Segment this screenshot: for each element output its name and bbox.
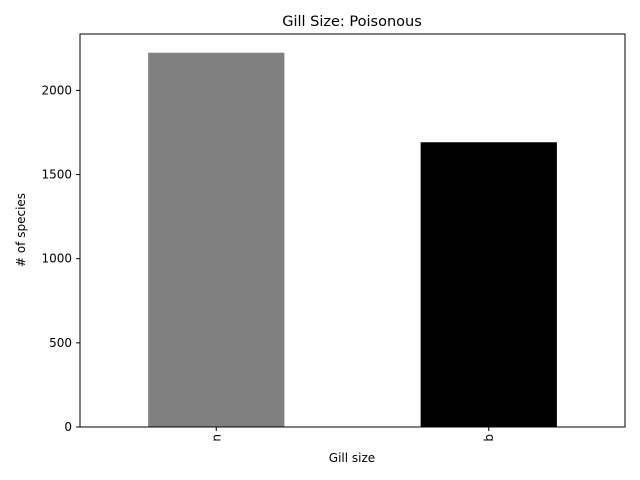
y-tick-label: 1000: [41, 252, 72, 266]
x-tick-label: n: [209, 434, 223, 442]
y-tick-label: 1500: [41, 168, 72, 182]
y-axis: 0 500 1000 1500 2000: [41, 83, 80, 434]
y-axis-label: # of species: [14, 193, 28, 267]
bar-n: [148, 52, 285, 428]
y-tick-label: 500: [49, 336, 72, 350]
plot-frame: [79, 33, 626, 428]
y-tick-label: 2000: [41, 83, 72, 97]
bar-b: [420, 142, 557, 427]
y-tick-label: 0: [64, 420, 72, 434]
x-tick-label: b: [482, 434, 496, 442]
bars-group: [148, 52, 557, 428]
chart-title: Gill Size: Poisonous: [282, 14, 422, 30]
x-axis-label: Gill size: [329, 451, 375, 465]
